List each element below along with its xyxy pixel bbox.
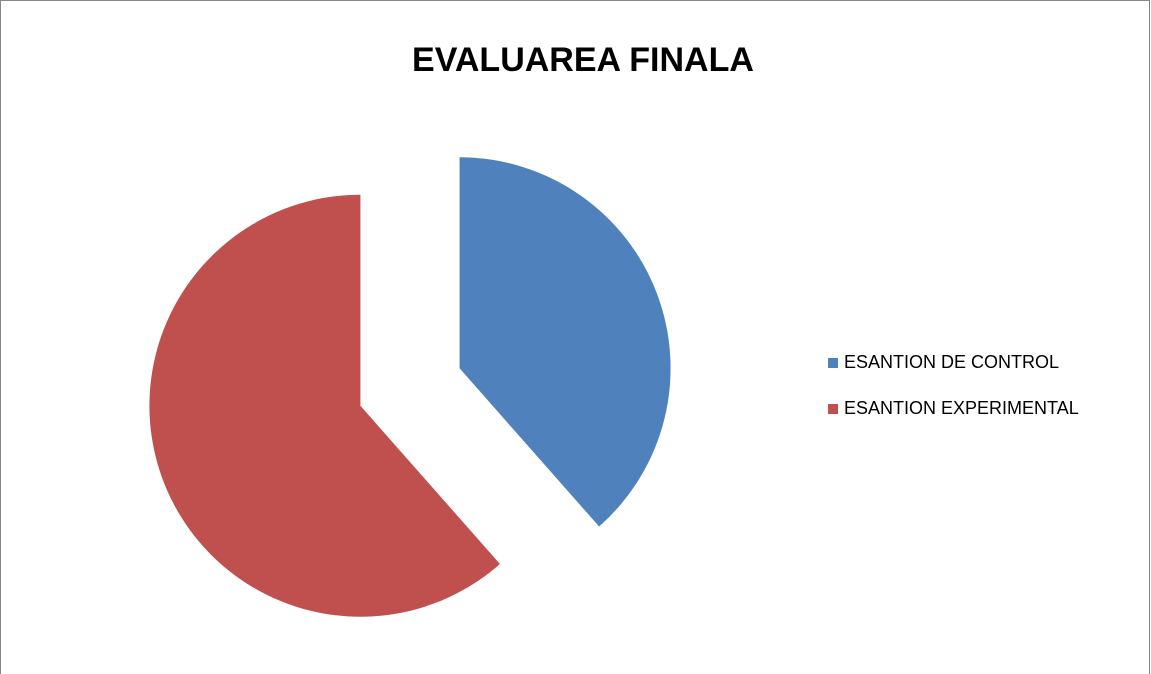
- pie-slice: [459, 157, 671, 527]
- legend-swatch: [828, 358, 838, 368]
- chart-title: EVALUAREA FINALA: [412, 41, 754, 79]
- legend-label: ESANTION DE CONTROL: [844, 352, 1059, 372]
- legend-label: ESANTION EXPERIMENTAL: [844, 398, 1079, 418]
- legend-swatch: [828, 404, 838, 414]
- pie-slice: [149, 194, 500, 617]
